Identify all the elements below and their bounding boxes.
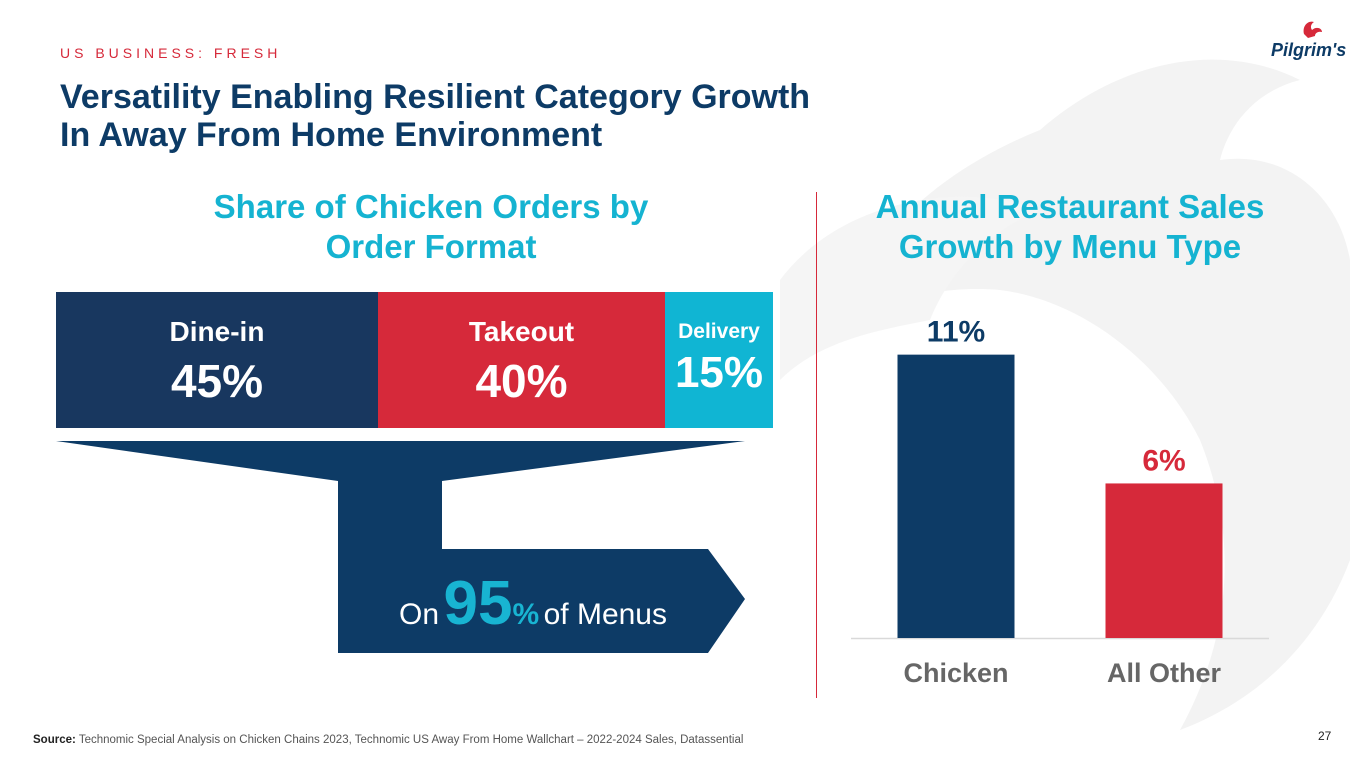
page-title: Versatility Enabling Resilient Category … [60, 78, 960, 154]
segment-delivery: Delivery 15% [665, 292, 773, 428]
page-title-line1: Versatility Enabling Resilient Category … [60, 78, 811, 116]
menus-percent: % [512, 598, 540, 631]
data-label: 11% [927, 316, 985, 349]
segment-value: 40% [475, 355, 568, 407]
order-format-title-line1: Share of Chicken Orders by [213, 188, 649, 225]
menus-annotation: On 95% of Menus [352, 568, 714, 639]
pilgrims-rooster-icon [1303, 21, 1322, 38]
bar-all-other [1105, 483, 1223, 638]
sales-growth-title-line2: Growth by Menu Type [898, 228, 1242, 265]
menus-prefix: On [399, 598, 440, 631]
sales-growth-title-line1: Annual Restaurant Sales [875, 188, 1265, 225]
source-note: Source: Technomic Special Analysis on Ch… [33, 734, 743, 746]
segment-value: 15% [674, 348, 764, 397]
order-format-title: Share of Chicken Orders by Order Format [131, 187, 731, 267]
menus-suffix: of Menus [543, 598, 667, 631]
source-text: Technomic Special Analysis on Chicken Ch… [78, 734, 744, 746]
pilgrims-logo: Pilgrim's [1271, 40, 1347, 60]
category-label: Chicken [903, 658, 1008, 688]
menus-number: 95 [443, 569, 513, 638]
segment-takeout: Takeout 40% [378, 292, 665, 428]
section-eyebrow: US BUSINESS: FRESH [60, 45, 282, 61]
segment-label: Takeout [468, 316, 575, 347]
category-label: All Other [1107, 658, 1222, 688]
sales-growth-title: Annual Restaurant Sales Growth by Menu T… [830, 187, 1310, 267]
order-format-title-line2: Order Format [325, 228, 537, 265]
segment-value: 45% [170, 355, 264, 407]
source-label: Source: [33, 734, 76, 746]
segment-dine-in: Dine-in 45% [56, 292, 378, 428]
segment-label: Dine-in [169, 316, 265, 347]
segment-label: Delivery [678, 320, 760, 343]
column-divider [816, 192, 817, 698]
bar-chicken [897, 354, 1015, 638]
data-label: 6% [1142, 444, 1185, 477]
page-title-line2: In Away From Home Environment [60, 116, 603, 154]
page-number: 27 [1318, 729, 1332, 743]
